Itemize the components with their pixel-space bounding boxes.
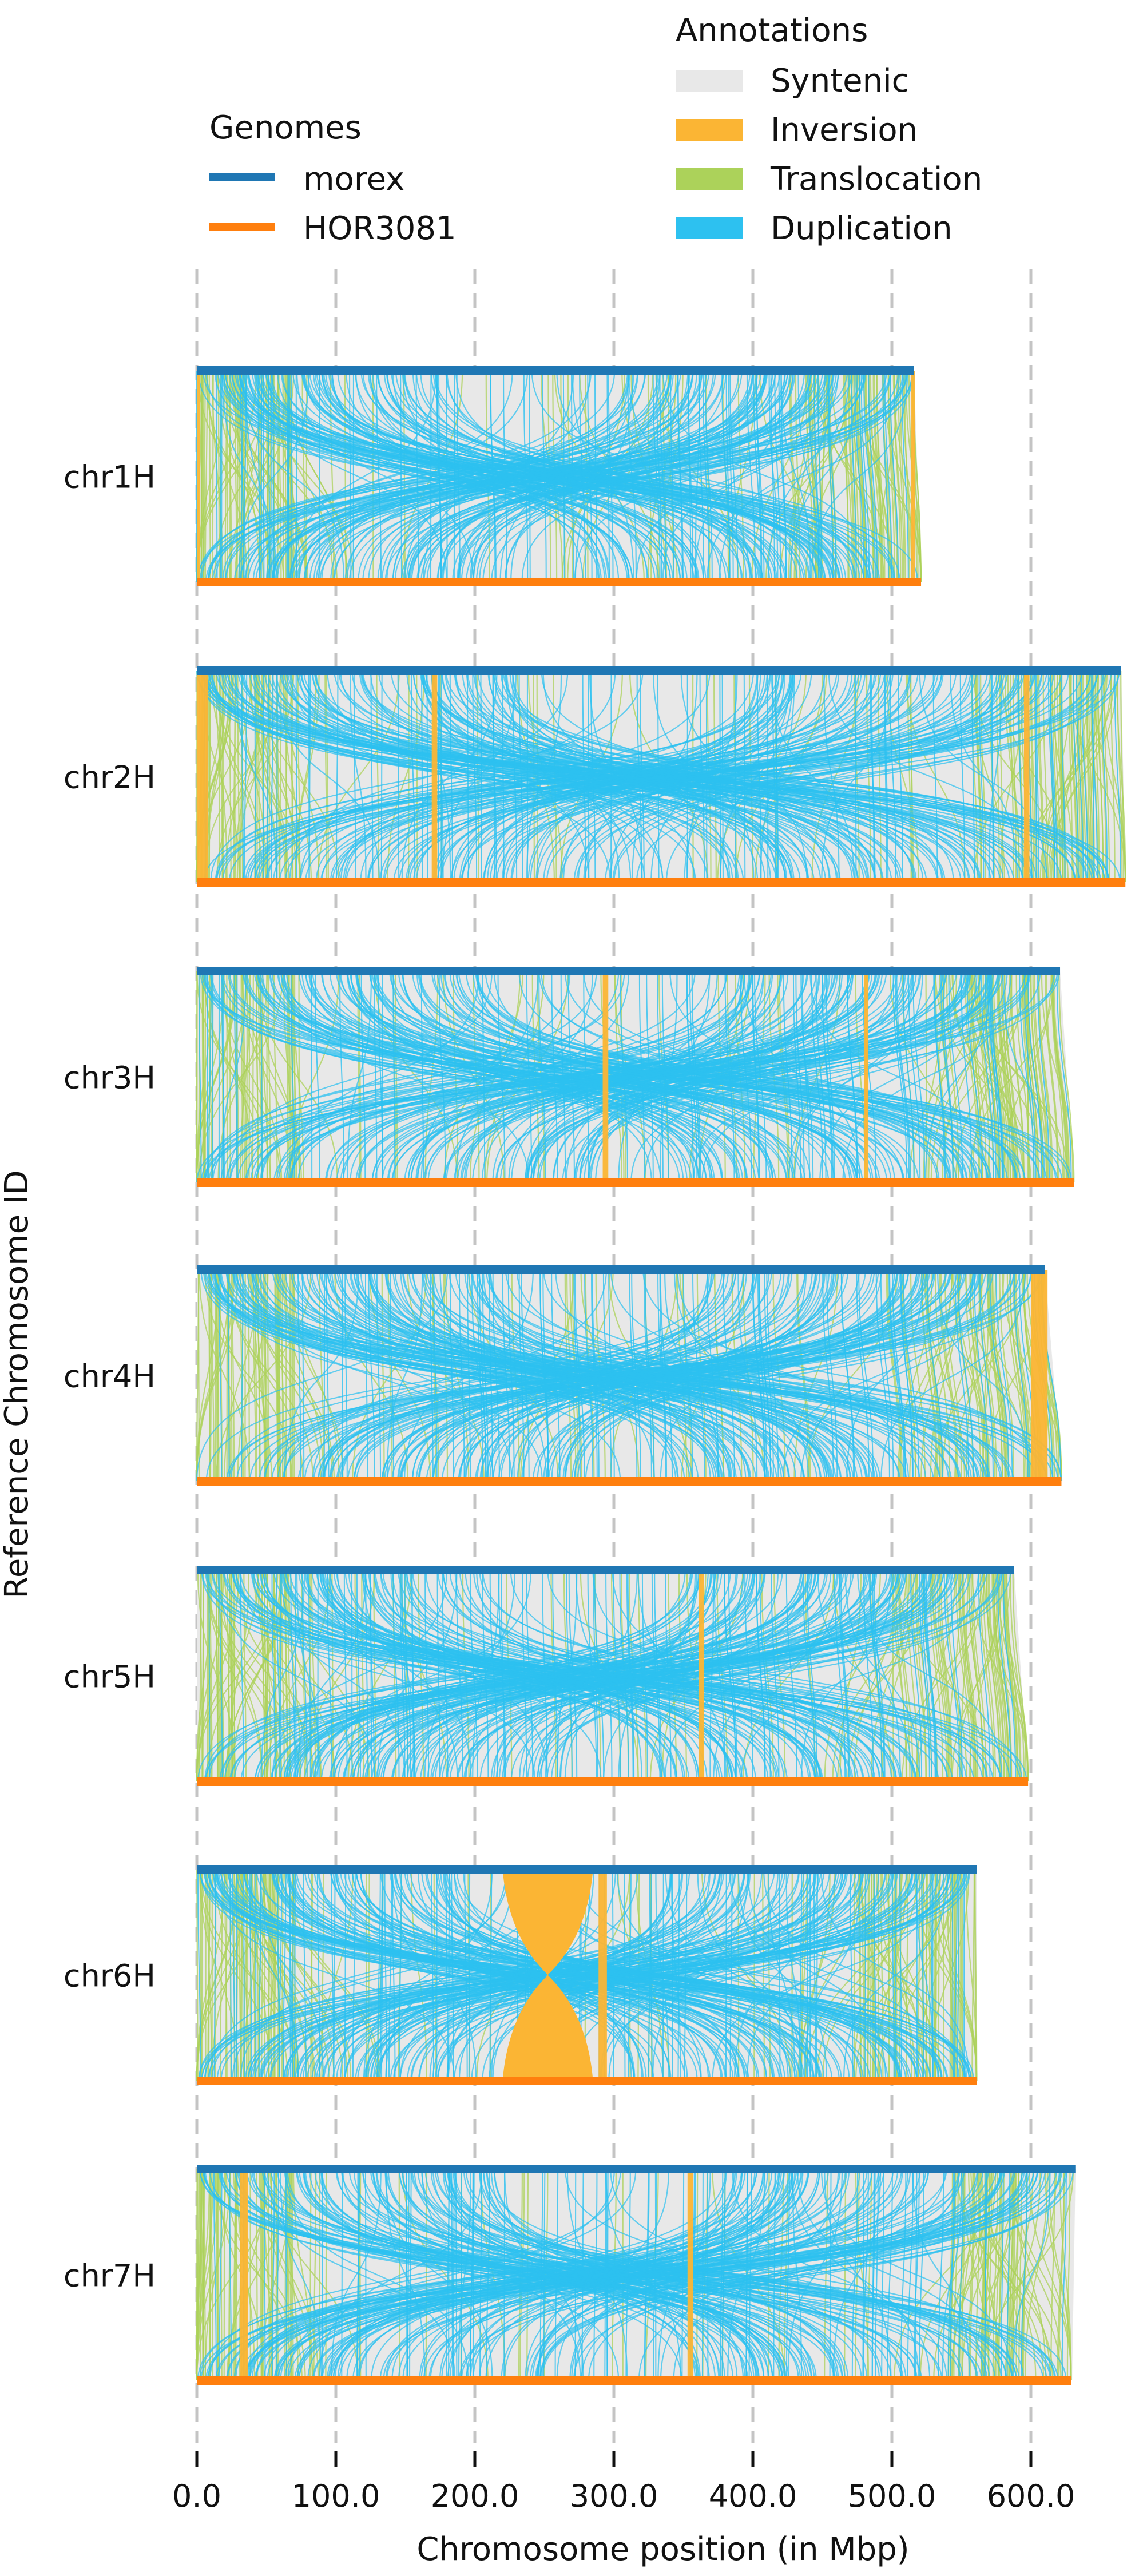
legend-genomes: Genomes morex HOR3081 — [209, 109, 457, 247]
x-tick-label: 600.0 — [987, 2478, 1076, 2514]
legend-swatch — [676, 168, 743, 190]
inversion-region — [197, 371, 200, 582]
hor3081-chromosome-bar — [197, 1777, 1029, 1786]
x-axis: 0.0 100.0 200.0 300.0 400.0 500.0 600.0 — [172, 2451, 1075, 2514]
inversion-region — [197, 671, 208, 882]
duplication-links — [197, 1570, 1027, 1782]
chromosome-panel: chr4H — [64, 1265, 1063, 1486]
legend-label: Duplication — [771, 210, 953, 247]
y-axis-label: Reference Chromosome ID — [0, 1170, 35, 1598]
x-axis-label: Chromosome position (in Mbp) — [416, 2531, 909, 2568]
legend-label: Translocation — [770, 161, 982, 198]
legend-label: HOR3081 — [303, 210, 457, 247]
x-tick-label: 200.0 — [431, 2478, 519, 2514]
chromosome-label: chr5H — [64, 1659, 156, 1695]
hor3081-chromosome-bar — [197, 2077, 977, 2085]
legend-swatch — [676, 70, 743, 92]
morex-chromosome-bar — [197, 666, 1121, 675]
legend-label: Syntenic — [771, 62, 909, 100]
hor3081-chromosome-bar — [197, 2376, 1071, 2385]
legend-swatch — [676, 119, 743, 141]
legend-title: Annotations — [676, 12, 868, 49]
legends: Genomes morex HOR3081 Annotations Syntenic In… — [209, 12, 982, 247]
morex-chromosome-bar — [197, 1865, 977, 1874]
legend-label: morex — [303, 161, 404, 198]
inversion-region — [502, 1870, 593, 2081]
inversion-region — [687, 2169, 693, 2380]
chromosome-panel: chr2H — [64, 666, 1126, 887]
chromosome-panel: chr6H — [64, 1865, 978, 2085]
inversion-region — [240, 2169, 248, 2380]
inversion-regions — [602, 971, 868, 1182]
inversion-region — [699, 1570, 704, 1781]
duplication-links — [197, 1869, 974, 2081]
inversion-regions — [240, 2169, 693, 2380]
duplication-links — [196, 1269, 1062, 1482]
legend-title: Genomes — [209, 109, 362, 146]
inversion-regions — [197, 371, 915, 582]
duplication-links — [196, 370, 919, 582]
chromosome-panel: chr3H — [64, 967, 1075, 1187]
inversion-region — [602, 971, 609, 1182]
morex-chromosome-bar — [197, 1265, 1045, 1274]
legend-line — [209, 173, 275, 181]
legend-annotations: Annotations Syntenic Inversion Translocatio… — [676, 12, 982, 247]
inversion-regions — [699, 1570, 704, 1781]
chromosome-label: chr4H — [64, 1359, 156, 1395]
chromosome-label: chr7H — [64, 2258, 156, 2294]
morex-chromosome-bar — [197, 967, 1061, 975]
chromosome-label: chr1H — [64, 459, 156, 495]
chromosome-label: chr2H — [64, 760, 156, 796]
morex-chromosome-bar — [197, 2165, 1076, 2173]
inversion-region — [598, 1870, 607, 2081]
chromosome-panel: chr5H — [64, 1566, 1029, 1786]
x-tick-label: 500.0 — [848, 2478, 936, 2514]
inversion-regions — [1031, 1270, 1048, 1481]
chromosome-panel: chr1H — [64, 366, 922, 586]
chromosome-label: chr6H — [64, 1958, 156, 1994]
legend-label: Inversion — [771, 112, 918, 149]
duplication-links — [197, 2169, 1074, 2381]
chromosome-label: chr3H — [64, 1060, 156, 1096]
hor3081-chromosome-bar — [197, 1477, 1062, 1486]
x-tick-label: 100.0 — [292, 2478, 380, 2514]
x-tick-label: 400.0 — [709, 2478, 797, 2514]
inversion-region — [1031, 1270, 1048, 1481]
morex-chromosome-bar — [197, 366, 914, 375]
inversion-region — [911, 371, 915, 582]
x-tick-label: 0.0 — [172, 2478, 221, 2514]
duplication-links — [196, 971, 1072, 1183]
hor3081-chromosome-bar — [197, 578, 922, 586]
inversion-regions — [502, 1870, 607, 2081]
legend-swatch — [676, 217, 743, 239]
legend-line — [209, 223, 275, 231]
hor3081-chromosome-bar — [197, 1178, 1074, 1187]
x-tick-label: 300.0 — [570, 2478, 658, 2514]
inversion-region — [1023, 671, 1030, 882]
inversion-region — [864, 971, 868, 1182]
inversion-region — [431, 671, 438, 882]
chromosome-panel: chr7H — [64, 2165, 1076, 2385]
inversion-regions — [197, 671, 1030, 882]
hor3081-chromosome-bar — [197, 878, 1126, 887]
chromosome-panels: chr1H chr2H chr3H chr4H chr5H chr6H chr7H — [64, 366, 1126, 2385]
morex-chromosome-bar — [197, 1566, 1014, 1574]
duplication-links — [196, 670, 1121, 883]
